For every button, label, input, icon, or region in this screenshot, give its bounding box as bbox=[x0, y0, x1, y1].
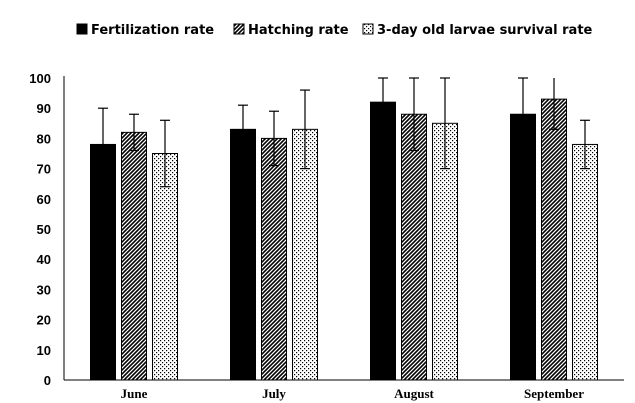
y-tick-label: 20 bbox=[37, 313, 51, 328]
x-tick-label: August bbox=[394, 386, 434, 401]
bar-diagonal-hatch bbox=[121, 131, 147, 381]
bar-solid bbox=[510, 113, 536, 381]
bar-dotted bbox=[292, 128, 318, 381]
legend-label: 3-day old larvae survival rate bbox=[377, 23, 593, 38]
legend-swatch bbox=[76, 23, 88, 35]
legend-label: Hatching rate bbox=[248, 23, 349, 38]
error-bars bbox=[98, 77, 590, 188]
y-tick-label: 100 bbox=[29, 71, 51, 86]
y-tick-label: 70 bbox=[37, 162, 51, 177]
bars bbox=[90, 98, 598, 381]
y-tick-label: 10 bbox=[37, 343, 51, 358]
y-tick-label: 60 bbox=[37, 192, 51, 207]
legend: Fertilization rate Hatching rate 3-day old… bbox=[76, 23, 593, 38]
legend-swatch bbox=[233, 23, 245, 35]
bar-solid bbox=[90, 143, 116, 381]
x-tick-label: July bbox=[262, 386, 286, 401]
bar-solid bbox=[230, 128, 256, 381]
y-tick-label: 40 bbox=[37, 252, 51, 267]
y-tick-label: 90 bbox=[37, 101, 51, 116]
y-tick-label: 50 bbox=[37, 222, 51, 237]
legend-item: Fertilization rate bbox=[76, 23, 214, 38]
legend-swatch bbox=[362, 23, 374, 35]
legend-item: 3-day old larvae survival rate bbox=[362, 23, 593, 38]
y-tick-label: 0 bbox=[44, 373, 51, 388]
x-tick-label: June bbox=[121, 386, 148, 401]
bar-diagonal-hatch bbox=[541, 98, 567, 381]
y-tick-label: 80 bbox=[37, 131, 51, 146]
bar-dotted bbox=[572, 143, 598, 381]
bar-solid bbox=[370, 101, 396, 381]
bar-diagonal-hatch bbox=[261, 137, 287, 381]
x-tick-label: September bbox=[524, 386, 584, 401]
legend-item: Hatching rate bbox=[233, 23, 349, 38]
legend-label: Fertilization rate bbox=[91, 23, 214, 38]
bar-dotted bbox=[152, 153, 178, 381]
bar-diagonal-hatch bbox=[401, 113, 427, 381]
y-tick-label: 30 bbox=[37, 282, 51, 297]
